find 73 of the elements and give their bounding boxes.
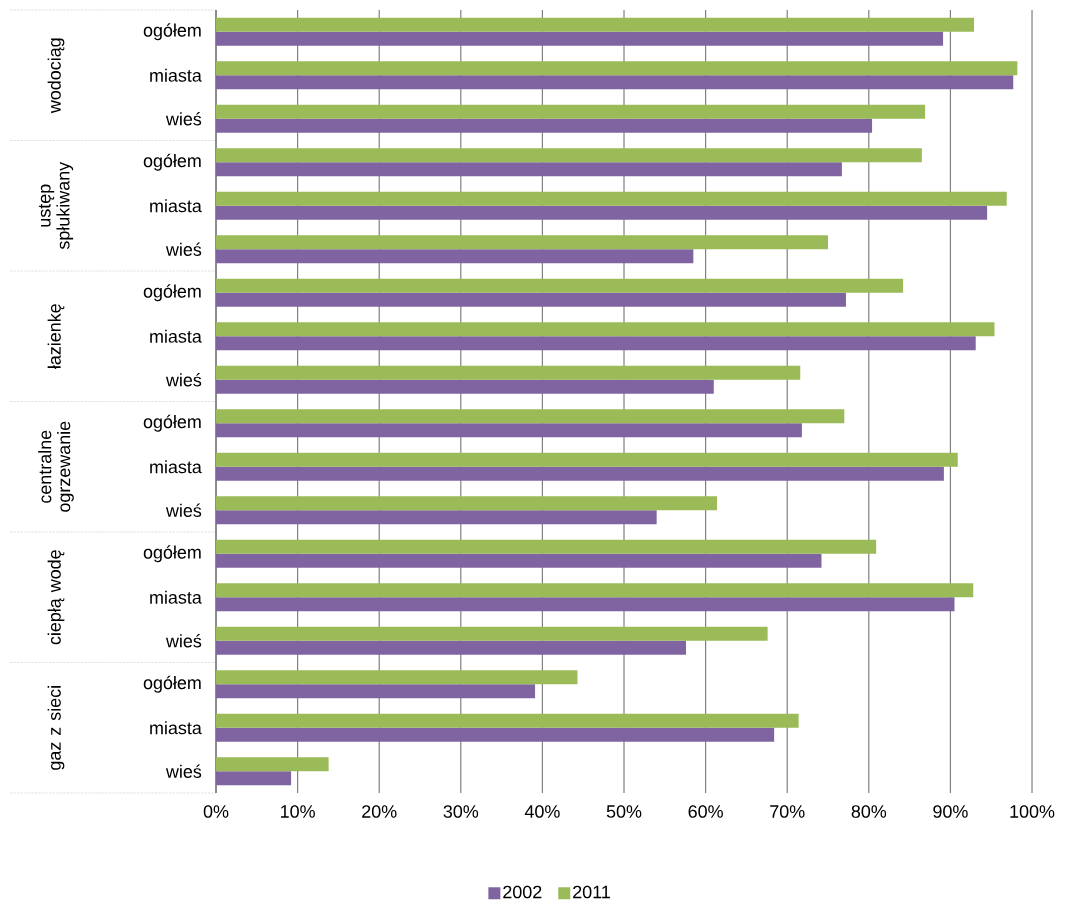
bar — [216, 771, 292, 786]
bar — [216, 684, 536, 699]
y-tick-label: miasta — [150, 199, 202, 213]
y-tick-label: ogółem — [143, 284, 201, 302]
y-tick-label: wieś — [165, 373, 202, 387]
bar — [216, 713, 799, 728]
bar — [216, 148, 922, 163]
text: ustęp spłukiwany — [38, 162, 74, 250]
bar — [216, 205, 988, 220]
y-tick-label: miasta — [150, 68, 202, 82]
bar — [216, 757, 329, 772]
y-tick-label: miasta — [150, 460, 202, 474]
bar — [216, 249, 694, 264]
bar — [216, 583, 974, 598]
bar — [216, 31, 944, 46]
y-tick-label: ogółem — [143, 675, 201, 693]
legend-label: 2011 — [573, 885, 610, 899]
x-tick-label: 0% — [203, 805, 229, 818]
x-tick-label: 60% — [688, 805, 723, 818]
bar — [216, 336, 976, 351]
bar — [216, 626, 768, 641]
y-tick-label: ogółem — [143, 545, 201, 563]
x-tick-label: 10% — [281, 805, 315, 818]
bar — [216, 466, 944, 481]
text: gaz z sieci — [47, 686, 65, 770]
bar — [216, 278, 904, 293]
bar — [216, 104, 926, 119]
legend-label: 2002 — [503, 885, 542, 899]
x-tick-label: 80% — [851, 805, 887, 818]
bar — [216, 553, 822, 568]
y-tick-label: miasta — [150, 590, 202, 604]
bar — [216, 423, 802, 438]
bar — [216, 409, 845, 424]
bar — [216, 292, 846, 307]
bar — [216, 597, 955, 612]
y-tick-label: miasta — [150, 329, 202, 343]
x-tick-label: 70% — [770, 805, 805, 818]
bar — [216, 640, 687, 655]
y-tick-label: wieś — [165, 112, 202, 126]
bar — [216, 379, 714, 394]
bar — [216, 496, 718, 511]
bar — [216, 162, 842, 177]
x-tick-label: 40% — [524, 805, 560, 818]
x-tick-label: 20% — [362, 805, 397, 818]
bar — [216, 235, 829, 250]
y-tick-label: wieś — [165, 242, 202, 256]
bar — [216, 75, 1014, 90]
y-tick-label: ogółem — [143, 153, 201, 171]
bar — [216, 365, 801, 380]
y-tick-label: wieś — [165, 634, 202, 648]
x-tick-label: 90% — [933, 805, 968, 818]
text: wodociąg — [47, 38, 65, 114]
bar — [216, 191, 1007, 206]
y-tick-label: ogółem — [143, 23, 201, 41]
x-tick-label: 100% — [1010, 805, 1055, 818]
text: ciepłą wodę — [47, 550, 65, 645]
bar — [216, 727, 775, 742]
bar — [216, 670, 578, 685]
x-tick-label: 30% — [443, 805, 479, 818]
bar — [216, 452, 958, 467]
bar — [216, 17, 975, 32]
bar — [216, 61, 1018, 76]
text: łazienkę — [47, 304, 65, 370]
bar — [216, 539, 877, 554]
y-tick-label: ogółem — [143, 414, 201, 432]
bar — [216, 510, 657, 525]
y-tick-label: wieś — [165, 764, 202, 779]
bar — [216, 322, 995, 337]
text: centralne ogrzewanie — [38, 421, 74, 512]
bar — [216, 118, 873, 133]
x-tick-label: 50% — [606, 805, 642, 818]
y-tick-label: wieś — [165, 503, 202, 517]
y-tick-label: miasta — [150, 721, 202, 735]
